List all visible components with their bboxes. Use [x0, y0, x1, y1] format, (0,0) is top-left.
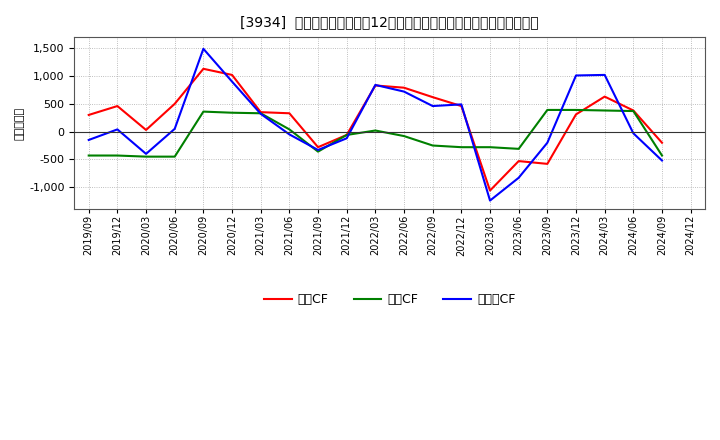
営業CF — [256, 110, 265, 115]
Y-axis label: （百万円）: （百万円） — [15, 107, 25, 140]
フリーCF — [543, 140, 552, 145]
投資CF — [600, 108, 609, 113]
フリーCF — [514, 175, 523, 180]
投資CF — [486, 145, 495, 150]
投資CF — [199, 109, 207, 114]
営業CF — [314, 145, 323, 150]
フリーCF — [113, 127, 122, 132]
フリーCF — [84, 137, 93, 143]
営業CF — [371, 83, 379, 88]
営業CF — [84, 112, 93, 117]
投資CF — [343, 132, 351, 138]
フリーCF — [371, 82, 379, 88]
投資CF — [256, 110, 265, 116]
営業CF — [629, 108, 638, 113]
営業CF — [600, 94, 609, 99]
Legend: 営業CF, 投資CF, フリーCF: 営業CF, 投資CF, フリーCF — [259, 288, 521, 311]
フリーCF — [285, 132, 294, 137]
営業CF — [400, 85, 408, 90]
営業CF — [199, 66, 207, 71]
営業CF — [228, 72, 236, 77]
フリーCF — [600, 72, 609, 77]
フリーCF — [629, 131, 638, 136]
投資CF — [113, 153, 122, 158]
フリーCF — [572, 73, 580, 78]
フリーCF — [142, 151, 150, 157]
投資CF — [457, 145, 466, 150]
フリーCF — [171, 126, 179, 132]
フリーCF — [199, 46, 207, 51]
営業CF — [113, 103, 122, 109]
投資CF — [171, 154, 179, 159]
営業CF — [572, 112, 580, 117]
投資CF — [657, 153, 666, 158]
投資CF — [228, 110, 236, 115]
フリーCF — [428, 103, 437, 109]
営業CF — [657, 140, 666, 145]
営業CF — [457, 103, 466, 109]
フリーCF — [228, 79, 236, 84]
投資CF — [400, 133, 408, 139]
営業CF — [486, 188, 495, 193]
フリーCF — [343, 136, 351, 141]
Line: フリーCF: フリーCF — [89, 49, 662, 201]
フリーCF — [314, 147, 323, 153]
Title: [3934]  キャッシュフローの12か月移動合計の対前年同期増減額の推移: [3934] キャッシュフローの12か月移動合計の対前年同期増減額の推移 — [240, 15, 539, 29]
営業CF — [428, 95, 437, 100]
投資CF — [629, 108, 638, 114]
Line: 営業CF: 営業CF — [89, 69, 662, 191]
フリーCF — [457, 102, 466, 107]
投資CF — [514, 146, 523, 151]
営業CF — [514, 158, 523, 164]
Line: 投資CF: 投資CF — [89, 110, 662, 157]
営業CF — [343, 132, 351, 138]
投資CF — [543, 107, 552, 113]
営業CF — [285, 110, 294, 116]
営業CF — [171, 101, 179, 106]
営業CF — [142, 127, 150, 132]
投資CF — [84, 153, 93, 158]
フリーCF — [657, 158, 666, 163]
営業CF — [543, 161, 552, 166]
投資CF — [314, 149, 323, 154]
投資CF — [371, 128, 379, 133]
フリーCF — [400, 89, 408, 94]
投資CF — [142, 154, 150, 159]
フリーCF — [486, 198, 495, 203]
投資CF — [285, 127, 294, 132]
投資CF — [428, 143, 437, 148]
投資CF — [572, 107, 580, 113]
フリーCF — [256, 111, 265, 117]
